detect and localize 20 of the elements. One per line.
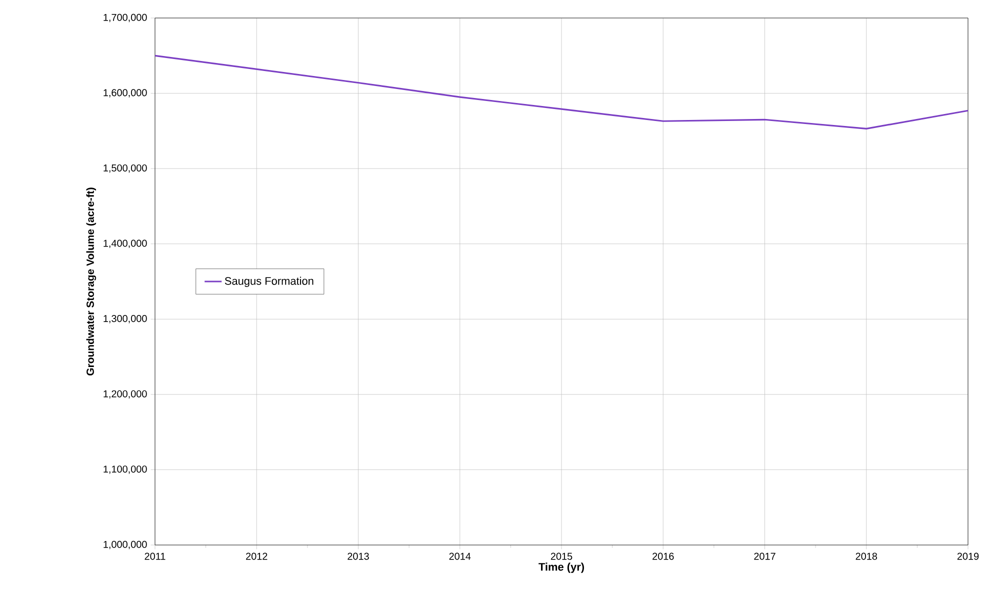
y-tick-label: 1,600,000 — [104, 89, 147, 98]
y-tick-label: 1,000,000 — [104, 540, 147, 550]
y-tick-label: 1,300,000 — [104, 315, 147, 324]
y-tick-label: 1,200,000 — [104, 390, 147, 399]
x-tick-label: 2011 — [144, 552, 166, 560]
x-tick-label: 2018 — [856, 552, 878, 560]
x-tick-label: 2016 — [652, 552, 674, 560]
x-tick-label: 2019 — [957, 552, 979, 560]
y-tick-label: 1,500,000 — [104, 164, 147, 173]
x-tick-label: 2013 — [348, 552, 369, 560]
x-tick-label: 2015 — [550, 552, 572, 560]
y-tick-label: 1,700,000 — [104, 14, 147, 22]
x-tick-label: 2014 — [449, 552, 471, 560]
y-tick-label: 1,100,000 — [104, 466, 147, 474]
x-axis-title: Time (yr) — [538, 562, 584, 573]
legend-label: Saugus Formation — [224, 276, 314, 287]
x-tick-label: 2012 — [246, 552, 268, 560]
y-tick-label: 1,400,000 — [104, 240, 147, 248]
y-axis-title: Groundwater Storage Volume (acre-ft) — [86, 188, 96, 376]
x-tick-label: 2017 — [754, 552, 776, 560]
